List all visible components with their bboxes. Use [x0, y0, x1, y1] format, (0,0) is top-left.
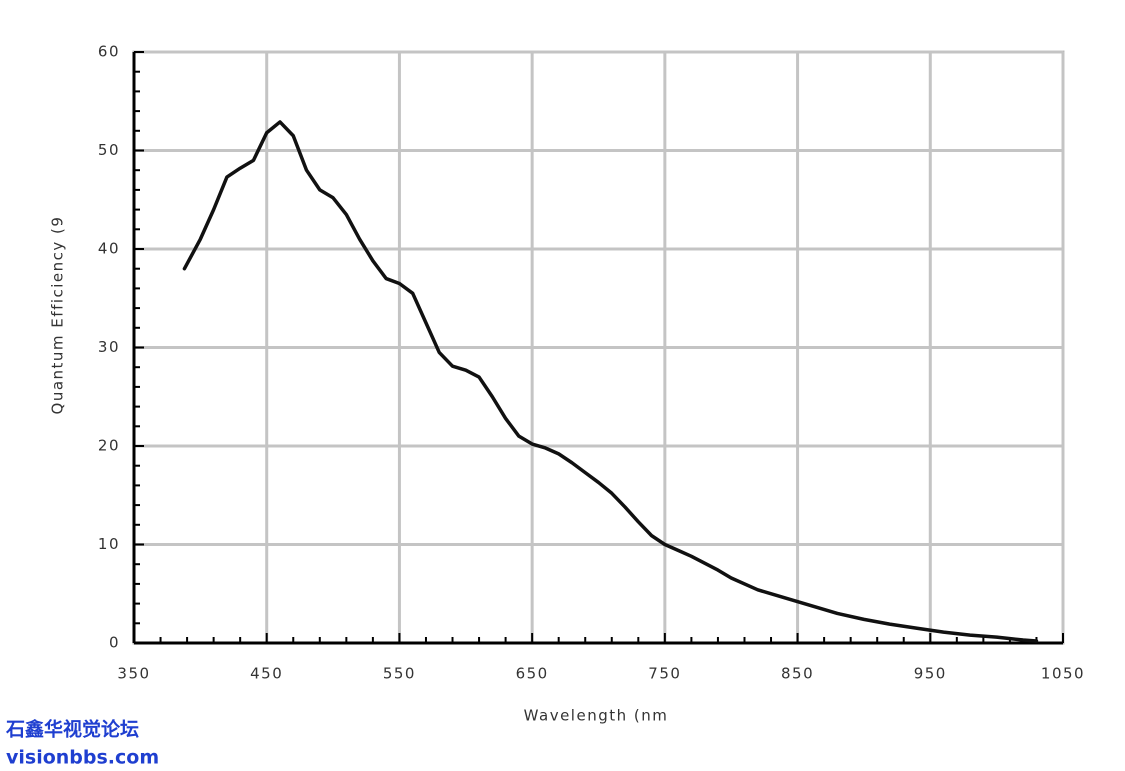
x-tick-label: 350 — [117, 665, 150, 683]
y-tick-label: 60 — [98, 43, 120, 61]
x-tick-label: 650 — [516, 665, 549, 683]
watermark: visionbbs.com — [6, 747, 159, 769]
y-axis-label: Quantum Efficiency (9 — [49, 216, 67, 415]
y-tick-label: 50 — [98, 141, 120, 159]
y-tick-label: 10 — [98, 535, 120, 553]
x-tick-label: 1050 — [1041, 665, 1085, 683]
x-axis-label: Wavelength (nm — [524, 707, 669, 725]
y-tick-label: 0 — [109, 634, 120, 652]
x-tick-label: 550 — [383, 665, 416, 683]
x-tick-label: 950 — [914, 665, 947, 683]
x-tick-label: 750 — [648, 665, 681, 683]
y-tick-label: 30 — [98, 338, 120, 356]
watermark: 石鑫华视觉论坛 — [5, 718, 139, 741]
y-tick-label: 20 — [98, 437, 120, 455]
x-tick-label: 850 — [781, 665, 814, 683]
x-tick-label: 450 — [250, 665, 283, 683]
line-series — [182, 120, 1039, 643]
y-tick-label: 40 — [98, 240, 120, 258]
